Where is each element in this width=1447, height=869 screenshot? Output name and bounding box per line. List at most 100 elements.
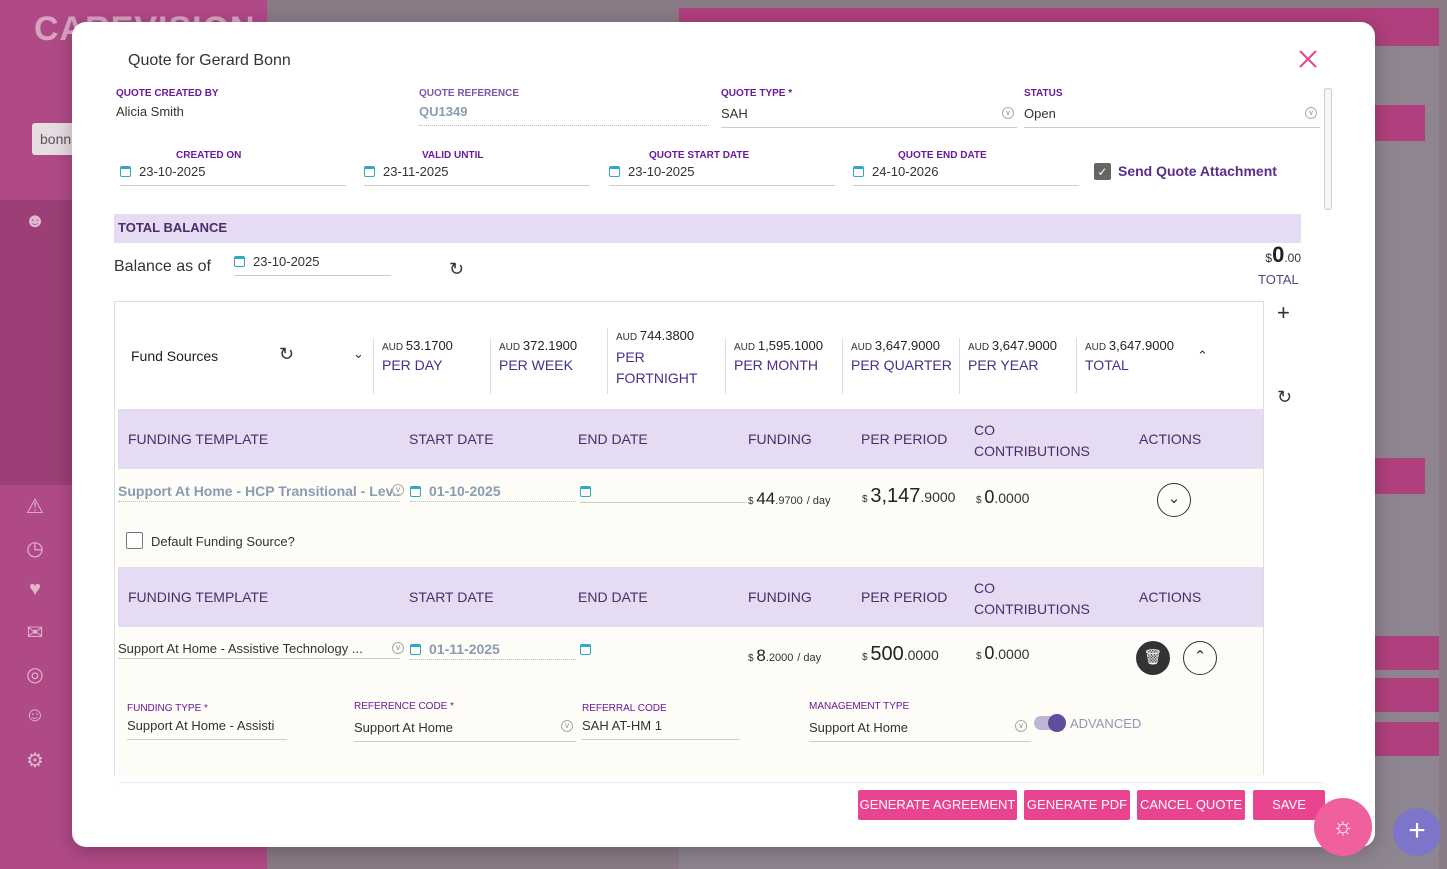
header-start-date: START DATE <box>409 589 494 605</box>
lightbulb-icon[interactable]: ☼ <box>1314 798 1372 856</box>
quote-reference-label: QUOTE REFERENCE <box>419 88 520 99</box>
valid-until-value: 23-11-2025 <box>383 164 449 179</box>
background-block <box>1375 458 1425 494</box>
co-contribution-amount: $ 0.0000 <box>976 487 1030 507</box>
management-type-select[interactable]: Support At Home <box>809 720 1031 742</box>
user-icon: ☺ <box>24 704 46 726</box>
calendar-icon <box>609 166 620 177</box>
funding-amount: $ 44.9700 / day <box>748 489 831 508</box>
reference-code-select[interactable]: Support At Home <box>354 720 576 742</box>
quote-modal: Quote for Gerard Bonn QUOTE CREATED BY A… <box>72 22 1375 847</box>
collapse-row-button[interactable]: ⌃ <box>1183 641 1217 675</box>
calendar-icon <box>234 256 245 267</box>
report-icon: ◎ <box>26 664 44 686</box>
quote-start-date-label: QUOTE START DATE <box>649 150 750 161</box>
period-per-week: AUD 372.1900 PER WEEK <box>490 338 577 394</box>
calendar-icon <box>853 166 864 177</box>
fund-sources-panel: Fund Sources ↻ ⌄ AUD 53.1700 PER DAY AUD… <box>114 301 1264 776</box>
per-period-amount: $ 500.0000 <box>862 643 939 665</box>
chevron-down-icon[interactable]: v <box>561 720 573 732</box>
toggle-knob <box>1048 714 1066 732</box>
refresh-fund-sources-icon[interactable]: ↻ <box>279 344 295 364</box>
created-on-value: 23-10-2025 <box>139 164 206 179</box>
funding-table-header: FUNDING TEMPLATE START DATE END DATE FUN… <box>118 567 1263 627</box>
header-funding: FUNDING <box>748 589 812 605</box>
chevron-down-icon[interactable]: v <box>392 484 404 496</box>
header-funding-template: FUNDING TEMPLATE <box>128 431 269 447</box>
start-date-value: 01-10-2025 <box>429 483 501 499</box>
period-per-day: AUD 53.1700 PER DAY <box>373 338 453 394</box>
chevron-up-icon[interactable]: ⌃ <box>1197 348 1208 363</box>
expand-row-button[interactable]: ⌄ <box>1157 483 1191 517</box>
quote-type-select[interactable]: SAH <box>721 106 1017 128</box>
status-select[interactable]: Open <box>1024 106 1320 128</box>
co-contribution-amount: $ 0.0000 <box>976 643 1030 663</box>
advanced-label: ADVANCED <box>1070 716 1142 731</box>
add-fund-source-icon[interactable]: + <box>1277 300 1290 325</box>
start-date-field[interactable]: 01-10-2025 <box>410 483 576 502</box>
funding-template-select[interactable]: Support At Home - Assistive Technology .… <box>118 641 400 659</box>
header-co-contributions: CO CONTRIBUTIONS <box>974 422 1090 459</box>
total-currency: $ <box>1265 251 1273 265</box>
end-date-field[interactable] <box>580 483 746 503</box>
chevron-down-icon[interactable]: v <box>1002 107 1014 119</box>
send-attachment-label: Send Quote Attachment <box>1118 163 1277 179</box>
header-actions: ACTIONS <box>1139 589 1202 605</box>
header-funding-template: FUNDING TEMPLATE <box>128 589 269 605</box>
settings-icon: ⚙ <box>26 750 44 772</box>
funding-row: Support At Home - HCP Transitional - Lev… <box>118 469 1263 567</box>
header-actions: ACTIONS <box>1139 431 1202 447</box>
header-per-period: PER PERIOD <box>861 589 948 605</box>
quote-reference-value: QU1349 <box>419 104 709 126</box>
background-add-button: + <box>1393 808 1441 856</box>
refresh-funds-icon[interactable]: ↻ <box>1277 387 1293 407</box>
quote-start-date-field[interactable]: 23-10-2025 <box>609 164 835 186</box>
calendar-icon <box>580 644 591 655</box>
calendar-icon <box>410 486 421 497</box>
chevron-down-icon[interactable]: v <box>1305 107 1317 119</box>
refresh-balance-icon[interactable]: ↻ <box>449 259 465 279</box>
chevron-down-icon[interactable]: ⌄ <box>353 346 364 361</box>
quote-start-date-value: 23-10-2025 <box>628 164 695 179</box>
quote-end-date-field[interactable]: 24-10-2026 <box>853 164 1079 186</box>
created-on-field[interactable]: 23-10-2025 <box>120 164 346 186</box>
close-icon[interactable] <box>1297 48 1319 70</box>
modal-title: Quote for Gerard Bonn <box>128 52 291 69</box>
management-type-label: MANAGEMENT TYPE <box>809 701 910 712</box>
funding-type-field[interactable]: Support At Home - Assisti <box>127 718 287 740</box>
valid-until-label: VALID UNTIL <box>422 150 484 161</box>
created-on-label: CREATED ON <box>176 150 242 161</box>
advanced-toggle[interactable] <box>1034 714 1066 732</box>
warning-icon: ⚠ <box>26 496 44 518</box>
chat-icon: ✉ <box>26 622 44 644</box>
default-funding-checkbox[interactable] <box>126 532 143 549</box>
referral-code-field[interactable]: SAH AT-HM 1 <box>582 718 740 740</box>
period-per-quarter: AUD 3,647.9000 PER QUARTER <box>842 338 952 394</box>
balance-date-field[interactable]: 23-10-2025 <box>234 254 391 276</box>
cancel-quote-button[interactable]: CANCEL QUOTE <box>1137 790 1245 820</box>
created-by-label: QUOTE CREATED BY <box>116 88 219 99</box>
header-start-date: START DATE <box>409 431 494 447</box>
start-date-field[interactable]: 01-11-2025 <box>410 641 576 660</box>
save-button[interactable]: SAVE <box>1253 790 1325 820</box>
chevron-down-icon[interactable]: v <box>1015 720 1027 732</box>
generate-pdf-button[interactable]: GENERATE PDF <box>1024 790 1130 820</box>
valid-until-field[interactable]: 23-11-2025 <box>364 164 590 186</box>
clock-icon: ◷ <box>26 538 44 560</box>
header-co-contributions: CO CONTRIBUTIONS <box>974 580 1090 617</box>
balance-as-of-label: Balance as of <box>114 258 211 275</box>
total-label: TOTAL <box>1258 272 1299 287</box>
send-attachment-checkbox[interactable]: ✓ <box>1094 163 1111 180</box>
calendar-icon <box>120 166 131 177</box>
header-end-date: END DATE <box>578 431 648 447</box>
chevron-down-icon[interactable]: v <box>392 642 404 654</box>
total-balance-bar: TOTAL BALANCE <box>114 214 1301 243</box>
referral-code-label: REFERRAL CODE <box>582 703 667 714</box>
period-per-year: AUD 3,647.9000 PER YEAR <box>959 338 1057 394</box>
delete-row-button[interactable]: 🗑 <box>1136 641 1170 675</box>
generate-agreement-button[interactable]: GENERATE AGREEMENT <box>858 790 1017 820</box>
end-date-field[interactable] <box>580 641 746 661</box>
total-amount-dec: .00 <box>1284 251 1301 265</box>
scrollbar[interactable] <box>1324 88 1332 210</box>
funding-template-select[interactable]: Support At Home - HCP Transitional - Lev… <box>118 483 400 502</box>
